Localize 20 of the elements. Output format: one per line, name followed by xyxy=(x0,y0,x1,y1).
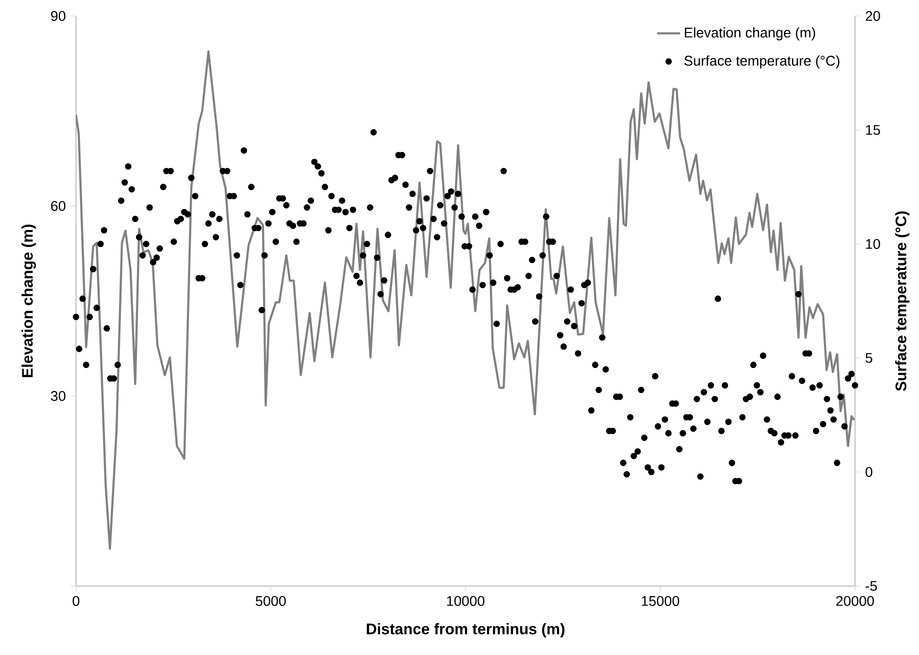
x-tick-label: 0 xyxy=(72,596,80,606)
line-series xyxy=(76,50,856,550)
y2-tick-label: 5 xyxy=(866,353,872,363)
y2-tick-label: 20 xyxy=(866,11,880,21)
y-tick-label: 90 xyxy=(51,11,66,21)
x-tick-label: 20000 xyxy=(836,596,874,606)
y2-tick-label: 0 xyxy=(866,467,872,477)
y2-axis-title: Surface temperature (°C) xyxy=(895,211,910,391)
y-tick-label: 60 xyxy=(51,201,66,211)
y-tick-label: 30 xyxy=(50,391,66,401)
y2-tick-label: -5 xyxy=(866,581,877,591)
y-axis-title: Elevation change (m) xyxy=(22,224,36,378)
y2-tick-label: 15 xyxy=(866,125,880,135)
x-axis-title: Distance from terminus (m) xyxy=(366,623,564,638)
legend-label: Surface temperature (°C) xyxy=(684,55,840,68)
x-tick-label: 15000 xyxy=(642,596,680,606)
legend-label: Elevation change (m) xyxy=(684,27,816,40)
y2-tick-label: 10 xyxy=(866,239,880,249)
x-tick-label: 5000 xyxy=(256,596,286,606)
x-tick-label: 10000 xyxy=(447,596,484,606)
